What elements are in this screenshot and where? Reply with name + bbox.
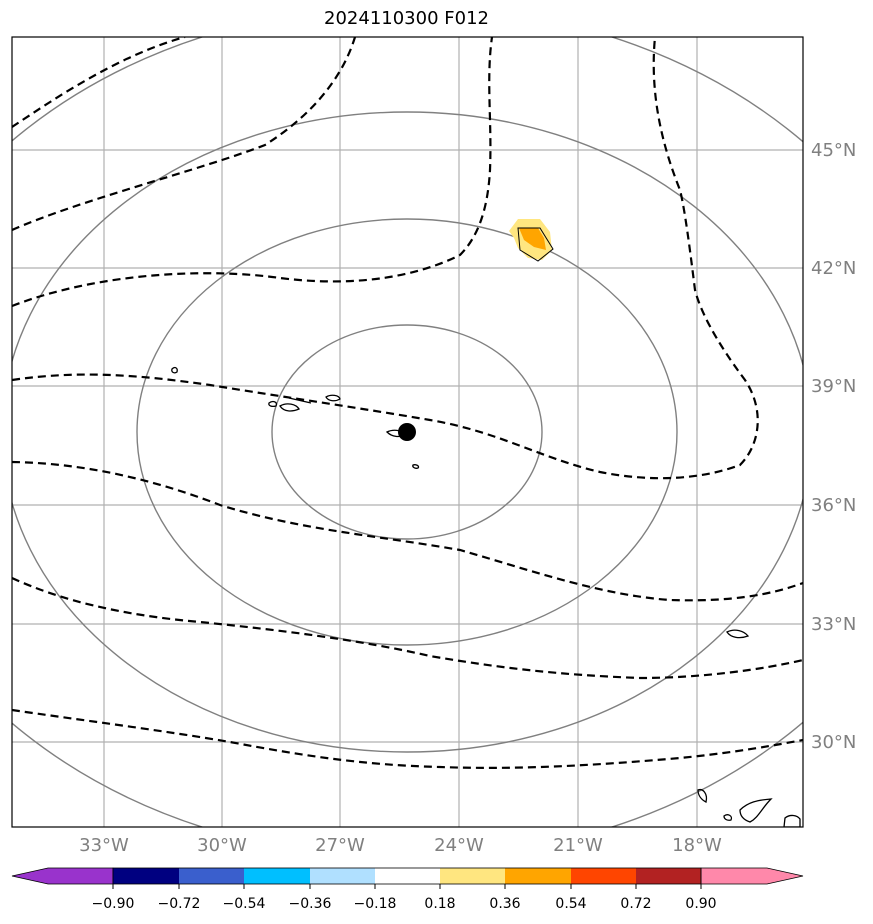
island-flores [171,366,178,374]
contour-line [12,576,803,680]
lon-label: 27°W [315,835,365,856]
shade-outline [517,227,554,262]
range-ring-4 [12,37,803,827]
colorbar-segment [310,868,375,884]
colorbar-segment [636,868,701,884]
colorbar-segment [571,868,636,884]
lat-label: 42°N [811,258,856,279]
colorbar-tick-label: −0.72 [158,896,201,912]
colorbar-tick-label: −0.18 [354,896,397,912]
map-frame [11,36,804,828]
island-la-palma [697,788,708,803]
island-gran-canaria [783,814,801,827]
range-ring-1 [271,324,543,540]
lat-labels: 45°N 42°N 39°N 36°N 33°N 30°N [811,140,856,753]
lon-label: 33°W [79,835,129,856]
dashed-contours [12,37,803,769]
colorbar-tick-label: 0.18 [424,896,455,912]
island-santa-maria [412,464,420,469]
contour-line [12,37,357,232]
range-ring-3 [12,111,803,753]
graticule [12,37,803,827]
lon-label: 30°W [197,835,247,856]
contour-line [12,37,186,128]
shade-mid [519,228,546,250]
lat-label: 36°N [811,495,856,516]
colorbar-extend-high [700,867,804,885]
colorbar-segment [505,868,571,884]
colorbar-tick-label: −0.54 [223,896,266,912]
range-ring-2 [136,218,678,646]
lat-label: 39°N [811,376,856,397]
colorbar-segment [440,868,505,884]
colorbar-extend-low [11,867,114,885]
colorbar-tick-label: 0.36 [489,896,520,912]
lat-label: 45°N [811,140,856,161]
island-terceira [325,394,341,402]
range-rings [12,37,803,827]
contour-line [12,37,759,480]
colorbar-segment [179,868,244,884]
lat-label: 33°N [811,614,856,635]
coastlines [171,366,801,827]
colorbar-segment [375,868,440,884]
island-gomera [723,814,733,821]
colorbar-outline [112,867,702,885]
map-title: 2024110300 F012 [324,8,489,29]
shaded-anomaly [509,219,554,262]
island-pico [279,403,300,412]
storm-center-dot [398,423,416,441]
colorbar: −0.90 −0.72 −0.54 −0.36 −0.18 0.18 0.36 … [11,867,804,912]
colorbar-tick-label: 0.90 [685,896,716,912]
colorbar-tick-label: −0.90 [92,896,135,912]
contour-line [12,460,803,602]
lon-label: 21°W [553,835,603,856]
contour-line [12,37,494,308]
colorbar-tick-label: −0.36 [289,896,332,912]
lon-labels: 33°W 30°W 27°W 24°W 21°W 18°W [79,835,722,856]
island-sao-jorge [288,397,312,404]
colorbar-segment [244,868,310,884]
lon-label: 18°W [672,835,722,856]
lon-label: 24°W [434,835,484,856]
colorbar-tick-label: 0.54 [555,896,586,912]
island-faial [268,400,278,408]
island-madeira [726,629,750,639]
island-tenerife [739,798,773,823]
lat-label: 30°N [811,732,856,753]
colorbar-segment [113,868,179,884]
contour-line [12,708,803,769]
colorbar-tick-label: 0.72 [620,896,651,912]
